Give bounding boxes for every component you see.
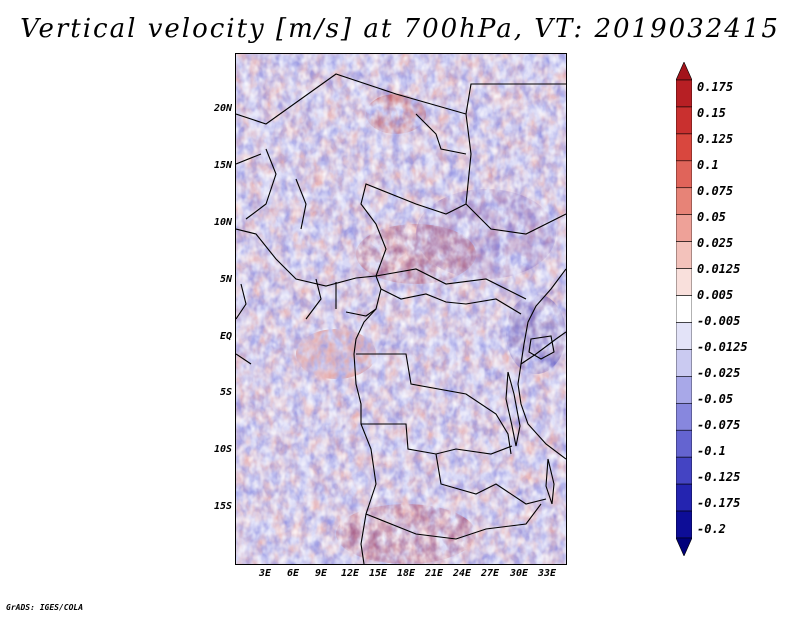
lon-label-3e: 3E — [258, 568, 272, 579]
colorbar-label: -0.075 — [697, 418, 741, 432]
lat-label-eq: EQ — [219, 331, 232, 342]
lat-label-10s: 10S — [213, 444, 232, 455]
colorbar-bin — [676, 483, 692, 512]
colorbar-bin — [676, 376, 692, 404]
lon-label-24e: 24E — [452, 568, 472, 579]
colorbar — [676, 62, 692, 556]
map-plot-area — [235, 53, 567, 565]
colorbar-label: 0.05 — [697, 210, 726, 224]
colorbar-bin — [676, 322, 692, 350]
lat-label-15s: 15S — [213, 501, 232, 512]
colorbar-label: -0.125 — [697, 470, 741, 484]
colorbar-label: 0.125 — [697, 132, 734, 146]
lon-label-9e: 9E — [314, 568, 328, 579]
colorbar-label: 0.175 — [697, 80, 734, 94]
lat-label-15n: 15N — [213, 160, 232, 171]
colorbar-bin — [676, 402, 692, 431]
colorbar-bin — [676, 79, 692, 108]
colorbar-label: -0.005 — [697, 314, 741, 328]
colorbar-bin — [676, 241, 692, 269]
colorbar-bin — [676, 62, 692, 81]
colorbar-label: 0.005 — [697, 288, 734, 302]
lat-label-10n: 10N — [213, 217, 232, 228]
colorbar-label: 0.0125 — [697, 262, 741, 276]
colorbar-label: -0.05 — [697, 392, 734, 406]
lon-label-33e: 33E — [537, 568, 557, 579]
lon-label-18e: 18E — [396, 568, 416, 579]
lon-label-12e: 12E — [340, 568, 360, 579]
chart-title: Vertical velocity [m/s] at 700hPa, VT: 2… — [20, 14, 780, 44]
lon-label-27e: 27E — [480, 568, 500, 579]
colorbar-bin — [676, 510, 692, 539]
colorbar-bin — [676, 214, 692, 242]
colorbar-bin — [676, 349, 692, 377]
colorbar-label: 0.075 — [697, 184, 734, 198]
lon-label-21e: 21E — [424, 568, 444, 579]
lat-label-20n: 20N — [213, 103, 232, 114]
colorbar-label: -0.0125 — [697, 340, 748, 354]
velocity-field-svg — [236, 54, 566, 564]
colorbar-label: 0.1 — [697, 158, 719, 172]
colorbar-bin — [676, 295, 692, 323]
lat-label-5s: 5S — [219, 387, 232, 398]
grads-credit: GrADS: IGES/COLA — [6, 603, 84, 612]
colorbar-bin — [676, 133, 692, 162]
lon-label-15e: 15E — [368, 568, 388, 579]
lat-label-5n: 5N — [219, 274, 232, 285]
colorbar-label: -0.175 — [697, 496, 741, 510]
colorbar-bin — [676, 429, 692, 458]
colorbar-label: -0.025 — [697, 366, 741, 380]
colorbar-bin — [676, 106, 692, 135]
colorbar-bin — [676, 160, 692, 189]
colorbar-bin — [676, 268, 692, 296]
colorbar-bin — [676, 537, 692, 556]
colorbar-bin — [676, 456, 692, 485]
colorbar-label: -0.2 — [697, 522, 726, 536]
colorbar-bin — [676, 187, 692, 216]
colorbar-label: -0.1 — [697, 444, 726, 458]
lon-label-6e: 6E — [286, 568, 300, 579]
colorbar-label: 0.025 — [697, 236, 734, 250]
lon-label-30e: 30E — [509, 568, 529, 579]
colorbar-label: 0.15 — [697, 106, 726, 120]
